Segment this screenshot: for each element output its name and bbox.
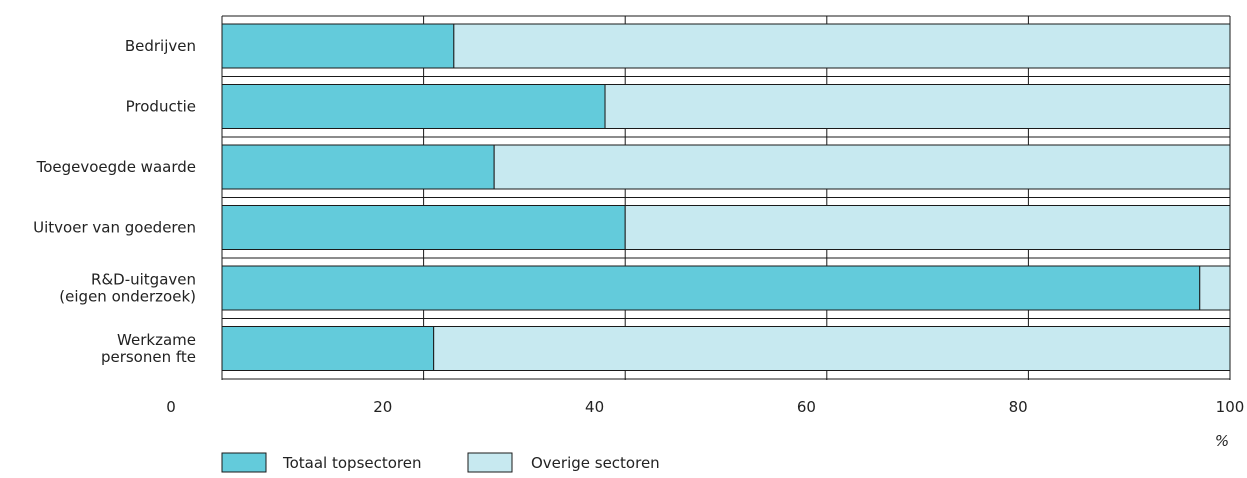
- bar-overige-0: [453, 23, 1231, 69]
- x-tick-label: 80: [1009, 398, 1028, 416]
- bar-topsectoren-5: [221, 326, 435, 371]
- x-tick-label: 60: [797, 398, 816, 416]
- legend-label-topsectoren: Totaal topsectoren: [282, 454, 422, 472]
- legend: Totaal topsectoren Overige sectoren: [221, 452, 660, 473]
- bar-topsectoren-0: [221, 23, 455, 69]
- x-tick-label: 20: [373, 398, 392, 416]
- gridlines: [221, 15, 1231, 380]
- x-tick-label: 100: [1216, 398, 1245, 416]
- legend-swatch-topsectoren: [221, 452, 267, 473]
- bar-overige-5: [433, 326, 1231, 371]
- legend-label-overige: Overige sectoren: [531, 454, 660, 472]
- category-label: Productie: [126, 98, 196, 116]
- x-tick-label: 40: [585, 398, 604, 416]
- bar-overige-4: [1199, 265, 1231, 311]
- category-label: R&D-uitgaven: [91, 271, 196, 289]
- category-label: Bedrijven: [125, 37, 196, 55]
- bar-overige-3: [624, 205, 1231, 250]
- bar-topsectoren-1: [221, 84, 606, 129]
- bar-topsectoren-3: [221, 205, 626, 250]
- category-label: (eigen onderzoek): [59, 288, 196, 306]
- x-axis-ticks: 0 20 40 60 80 100: [166, 398, 1244, 416]
- category-label: Toegevoegde waarde: [36, 158, 196, 176]
- category-label: personen fte: [101, 348, 196, 366]
- bar-overige-1: [604, 84, 1231, 129]
- legend-swatch-overige: [467, 452, 513, 473]
- bar-overige-2: [493, 144, 1231, 190]
- bar-topsectoren-2: [221, 144, 495, 190]
- category-label: Werkzame: [117, 331, 196, 349]
- category-label: Uitvoer van goederen: [33, 219, 196, 237]
- x-tick-label: 0: [166, 398, 176, 416]
- bars: [221, 23, 1231, 371]
- bar-topsectoren-4: [221, 265, 1201, 311]
- x-axis-unit: %: [1215, 432, 1229, 450]
- category-labels: Bedrijven Productie Toegevoegde waarde Uitv…: [33, 37, 196, 366]
